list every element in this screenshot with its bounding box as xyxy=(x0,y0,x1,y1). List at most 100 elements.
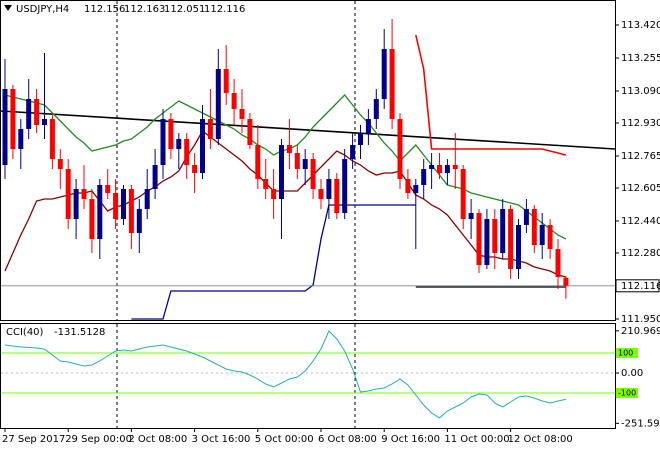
price-label-box xyxy=(615,279,660,293)
candle-body xyxy=(81,189,87,199)
candle-body xyxy=(2,89,8,165)
candle-body xyxy=(105,185,111,193)
cci-tick-label: 210.9694 xyxy=(621,326,660,337)
cci-tick-label: -251.5956 xyxy=(621,418,660,429)
overlay-line xyxy=(131,204,416,320)
candle-body xyxy=(452,165,458,169)
candle-body xyxy=(476,213,482,265)
y-tick-label: 112.605 xyxy=(621,183,660,194)
x-tick-label: 2 Oct 08:00 xyxy=(128,434,187,445)
candle-body xyxy=(207,119,213,139)
y-tick-label: 112.280 xyxy=(621,248,660,259)
candle-body xyxy=(239,109,245,119)
low-value: 112.051 xyxy=(164,4,205,15)
candle-body xyxy=(365,119,371,133)
x-tick-label: 6 Oct 08:00 xyxy=(318,434,377,445)
candle-body xyxy=(263,179,269,189)
candle-body xyxy=(144,189,150,209)
candle-body xyxy=(152,165,158,189)
candle-body xyxy=(460,169,466,219)
candle-body xyxy=(136,209,142,233)
candle-body xyxy=(184,139,190,165)
y-tick-label: 112.440 xyxy=(621,216,660,227)
y-tick-label: 112.765 xyxy=(621,151,660,162)
candle-body xyxy=(397,119,403,179)
candle-body xyxy=(128,189,134,233)
candle-body xyxy=(42,119,47,125)
candle-body xyxy=(326,179,332,199)
candle-body xyxy=(547,225,553,249)
high-value: 112.163 xyxy=(124,4,165,15)
price-pane-frame xyxy=(0,0,616,321)
header: USDJPY,H4 112.156 112.163 112.051 112.11… xyxy=(6,4,245,338)
candle-body xyxy=(89,199,95,239)
candle-body xyxy=(539,225,545,245)
candle-body xyxy=(10,89,16,149)
candle-body xyxy=(34,99,40,125)
candle-body xyxy=(437,165,442,173)
x-tick-label: 12 Oct 08:00 xyxy=(508,434,573,445)
y-tick-label: 112.930 xyxy=(621,118,660,129)
candle-body xyxy=(113,193,119,219)
candle-body xyxy=(160,119,166,165)
x-tick-label: 9 Oct 16:00 xyxy=(381,434,440,445)
cci-level-label: 100 xyxy=(618,349,633,358)
y-tick-label: 111.950 xyxy=(621,314,660,325)
candle-body xyxy=(444,165,450,173)
symbol: USDJPY,H4 xyxy=(16,4,69,15)
candle-body xyxy=(555,249,561,277)
trendline xyxy=(0,110,616,150)
candle-body xyxy=(531,209,537,245)
candle-body xyxy=(484,219,490,265)
x-tick-label: 3 Oct 16:00 xyxy=(192,434,251,445)
candle-body xyxy=(168,119,174,149)
candle-body xyxy=(255,145,261,179)
candle-body xyxy=(468,213,474,219)
y-tick-label: 113.255 xyxy=(621,53,660,64)
cci-level-tag xyxy=(616,348,638,358)
price-label: 112.116 xyxy=(621,281,660,292)
candle-body xyxy=(373,99,379,119)
candle-body xyxy=(563,277,569,286)
candle-body xyxy=(192,165,198,173)
candle-body xyxy=(318,189,324,199)
candle-body xyxy=(200,119,205,173)
candle-body xyxy=(350,145,356,159)
candle-body xyxy=(381,49,387,99)
candle-body xyxy=(405,179,411,193)
candle-body xyxy=(492,219,498,253)
close-value: 112.116 xyxy=(204,4,245,15)
candle-body xyxy=(421,169,427,185)
candle-body xyxy=(49,119,55,159)
candle-body xyxy=(523,209,529,225)
overlay-line xyxy=(4,94,567,240)
collapse-arrow xyxy=(4,5,12,11)
overlay-line xyxy=(415,34,567,156)
candle-body xyxy=(247,119,253,145)
candle-body xyxy=(286,145,292,153)
candle-body xyxy=(279,145,284,199)
candle-body xyxy=(342,159,348,213)
cci-line xyxy=(4,330,567,419)
x-tick-label: 11 Oct 00:00 xyxy=(444,434,509,445)
candle-body xyxy=(231,93,237,109)
cci-tick-label: 0.00 xyxy=(621,368,643,379)
indicator-value: -131.5128 xyxy=(54,327,105,338)
candle-body xyxy=(508,209,514,269)
candle-body xyxy=(57,159,63,169)
candle-body xyxy=(121,189,126,219)
cci-level-label: -100 xyxy=(618,389,636,398)
candle-body xyxy=(294,153,300,169)
candle-body xyxy=(223,69,229,93)
candle-body xyxy=(516,225,521,269)
indicator-pane-frame xyxy=(0,323,616,429)
candle-body xyxy=(26,99,32,129)
candle-body xyxy=(176,139,182,149)
x-tick-label: 27 Sep 2017 xyxy=(2,434,65,445)
x-tick-label: 29 Sep 00:00 xyxy=(65,434,132,445)
x-tick-label: 5 Oct 00:00 xyxy=(255,434,314,445)
candle-body xyxy=(334,179,340,213)
candle-body xyxy=(97,185,103,239)
candle-body xyxy=(389,49,395,119)
candle-body xyxy=(302,159,308,169)
